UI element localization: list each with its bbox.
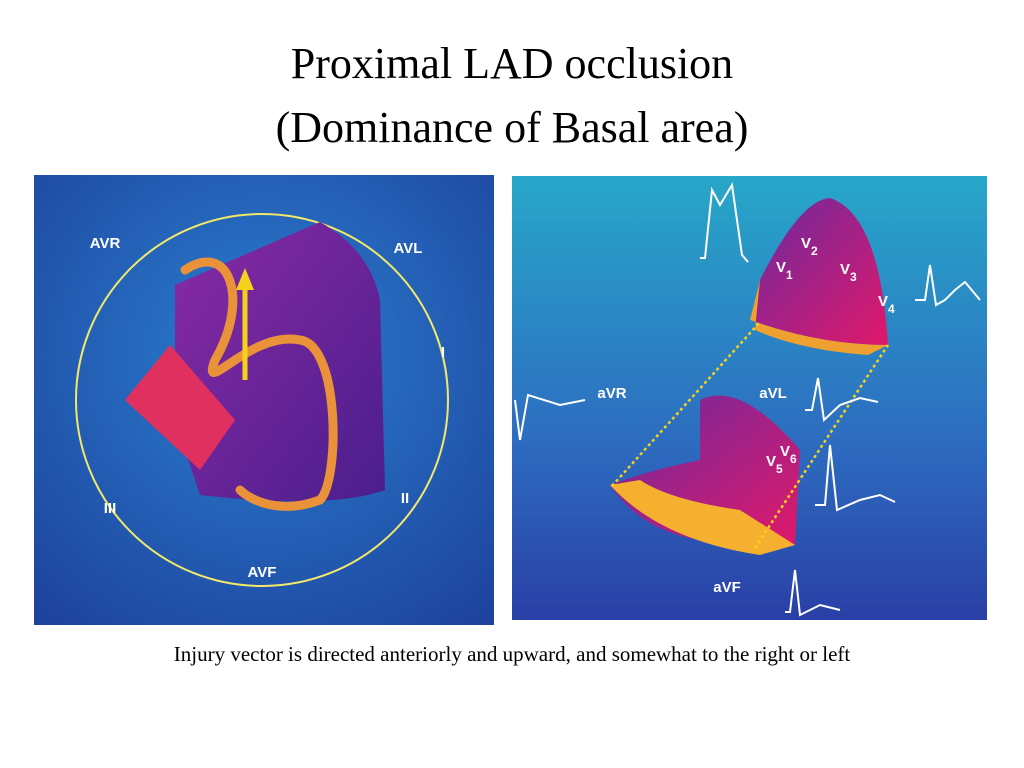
lead-label: AVR [90,235,121,252]
lead-subscript: 6 [790,452,797,466]
precordial-label: V5 [766,453,783,476]
lead-subscript: 2 [811,244,818,258]
lead-letter: V [840,261,850,278]
right-figure: aVR aVL aVF V1 V2 V3 V4 V5 V6 [512,176,987,620]
lead-subscript: 1 [786,268,793,282]
lead-label: AVF [248,564,277,581]
lead-label: aVL [759,385,787,402]
precordial-label: V6 [780,443,797,466]
precordial-label: V2 [801,235,818,258]
lead-label: III [104,500,117,517]
lead-letter: V [878,293,888,310]
lead-subscript: 4 [888,302,895,316]
figures: AVR AVL I II III AVF aVR aVL aVF V1 V2 [34,175,987,625]
lead-label: aVF [713,579,741,596]
title-line: Proximal LAD occlusion [290,39,734,88]
lead-letter: V [780,443,790,460]
caption: Injury vector is directed anteriorly and… [173,642,851,666]
precordial-label: V4 [878,293,895,316]
lead-letter: V [766,453,776,470]
lead-subscript: 3 [850,270,857,284]
left-figure: AVR AVL I II III AVF [34,175,494,625]
precordial-label: V3 [840,261,857,284]
lead-label: aVR [597,385,626,402]
title-line: (Dominance of Basal area) [275,103,749,152]
precordial-label: V1 [776,259,793,282]
lead-letter: V [801,235,811,252]
lead-label: II [401,490,409,507]
lead-label: AVL [394,240,423,257]
lead-subscript: 5 [776,462,783,476]
lead-letter: V [776,259,786,276]
lead-label: I [441,344,445,361]
